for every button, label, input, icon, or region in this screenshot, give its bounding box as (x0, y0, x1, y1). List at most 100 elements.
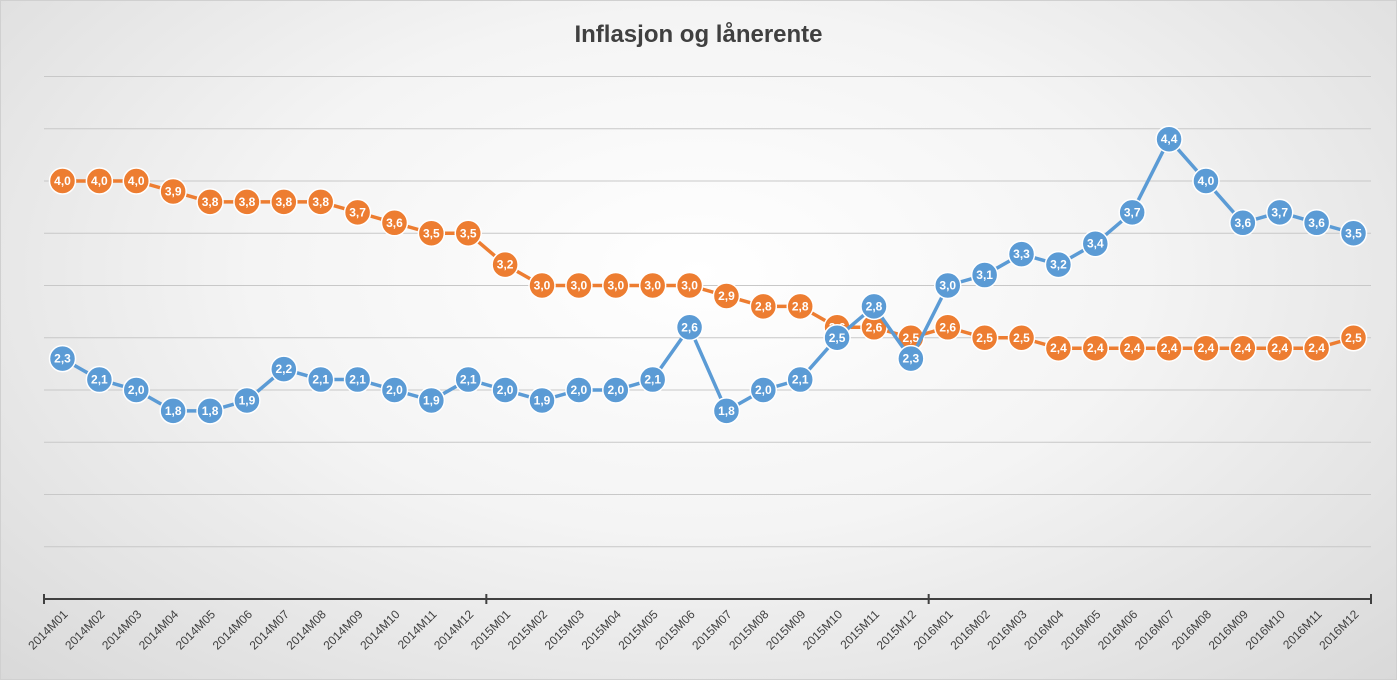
data-label: 1,8 (718, 404, 735, 418)
data-point (270, 355, 298, 383)
data-point (48, 167, 77, 195)
data-label: 2,6 (681, 320, 698, 334)
data-label: 2,8 (755, 299, 772, 313)
data-point (306, 188, 335, 216)
data-label: 2,5 (1013, 331, 1030, 345)
x-tick-label: 2016M12 (1316, 607, 1362, 653)
data-label: 3,2 (497, 258, 514, 272)
data-label: 3,0 (681, 279, 698, 293)
data-point (823, 324, 851, 352)
data-point (638, 271, 667, 300)
data-point (1265, 198, 1294, 227)
data-point (1302, 334, 1331, 362)
data-point (528, 386, 556, 415)
data-point (786, 292, 814, 321)
x-tick-label: 2016M10 (1243, 607, 1289, 653)
data-point (343, 365, 372, 394)
data-label: 4,0 (91, 174, 108, 188)
data-label: 3,0 (644, 279, 661, 293)
data-point (48, 344, 77, 373)
data-point (1339, 324, 1368, 352)
data-point (1192, 334, 1220, 362)
data-point (380, 209, 409, 237)
data-point (602, 271, 630, 300)
data-label: 3,5 (423, 226, 440, 240)
data-point (1044, 250, 1073, 279)
data-point (1081, 229, 1110, 258)
data-point (1339, 219, 1368, 247)
data-label: 3,2 (1050, 258, 1067, 272)
data-label: 2,4 (1198, 341, 1215, 355)
data-point (233, 386, 261, 415)
data-label: 1,9 (534, 393, 551, 407)
data-point (491, 250, 519, 279)
data-label: 2,9 (718, 289, 735, 303)
data-label: 2,4 (1271, 341, 1288, 355)
data-point (1118, 198, 1146, 227)
data-label: 2,8 (792, 299, 809, 313)
data-label: 1,8 (165, 404, 182, 418)
data-point (196, 397, 224, 425)
data-point (159, 177, 187, 206)
data-point (417, 386, 446, 415)
data-label: 2,0 (571, 383, 588, 397)
data-point (602, 376, 630, 404)
data-label: 2,4 (1308, 341, 1325, 355)
data-point (1118, 334, 1146, 362)
data-label: 3,5 (1345, 226, 1362, 240)
data-point (934, 313, 962, 342)
data-label: 2,4 (1087, 341, 1104, 355)
data-label: 2,5 (903, 331, 920, 345)
data-label: 3,0 (534, 279, 551, 293)
data-point (233, 188, 261, 216)
data-label: 2,1 (644, 373, 661, 387)
data-point (454, 219, 482, 247)
gridlines (44, 76, 1371, 548)
data-point (1229, 334, 1257, 362)
data-label: 3,7 (1124, 205, 1141, 219)
data-label: 2,1 (349, 373, 366, 387)
data-point (1155, 125, 1183, 153)
data-label: 1,9 (423, 393, 440, 407)
data-point (1155, 334, 1183, 362)
x-axis: 2014M012014M022014M032014M042014M052014M… (25, 594, 1372, 653)
data-point (675, 313, 704, 342)
data-point (85, 167, 114, 195)
data-label: 2,6 (866, 320, 883, 334)
data-point (1229, 209, 1257, 237)
data-point (565, 376, 593, 404)
data-label: 3,1 (976, 268, 993, 282)
data-label: 2,0 (386, 383, 403, 397)
data-label: 2,1 (460, 373, 477, 387)
data-label: 3,0 (571, 279, 588, 293)
data-label: 3,3 (1013, 247, 1030, 261)
data-label: 4,4 (1161, 132, 1178, 146)
data-label: 3,6 (1234, 216, 1251, 230)
x-tick-label: 2014M10 (357, 607, 403, 653)
data-label: 3,6 (1308, 216, 1325, 230)
data-label: 2,6 (939, 320, 956, 334)
series-2: 2,3 2,1 2,0 1,8 1,8 1,9 2,2 2,1 2,1 2,0 1,9 2,1 2,0 1… (48, 125, 1368, 425)
data-label: 2,0 (607, 383, 624, 397)
data-label: 3,8 (312, 195, 329, 209)
data-label: 2,5 (829, 331, 846, 345)
data-label: 2,1 (792, 373, 809, 387)
data-label: 3,7 (349, 205, 366, 219)
data-point (528, 271, 556, 300)
data-label: 2,0 (497, 383, 514, 397)
data-label: 2,4 (1161, 341, 1178, 355)
data-point (1007, 324, 1036, 352)
series-1: 4,0 4,0 4,0 3,9 3,8 3,8 3,8 3,8 3,7 3,6 3,5 3,5 3,2 3… (48, 167, 1368, 362)
data-label: 2,5 (1345, 331, 1362, 345)
data-point (454, 365, 482, 394)
data-label: 2,5 (976, 331, 993, 345)
data-point (122, 167, 151, 195)
data-label: 2,1 (312, 373, 329, 387)
data-point (1081, 334, 1110, 362)
data-point (196, 188, 224, 216)
data-label: 3,4 (1087, 237, 1104, 251)
data-label: 2,2 (275, 362, 292, 376)
data-point (380, 376, 409, 404)
data-point (934, 271, 962, 300)
